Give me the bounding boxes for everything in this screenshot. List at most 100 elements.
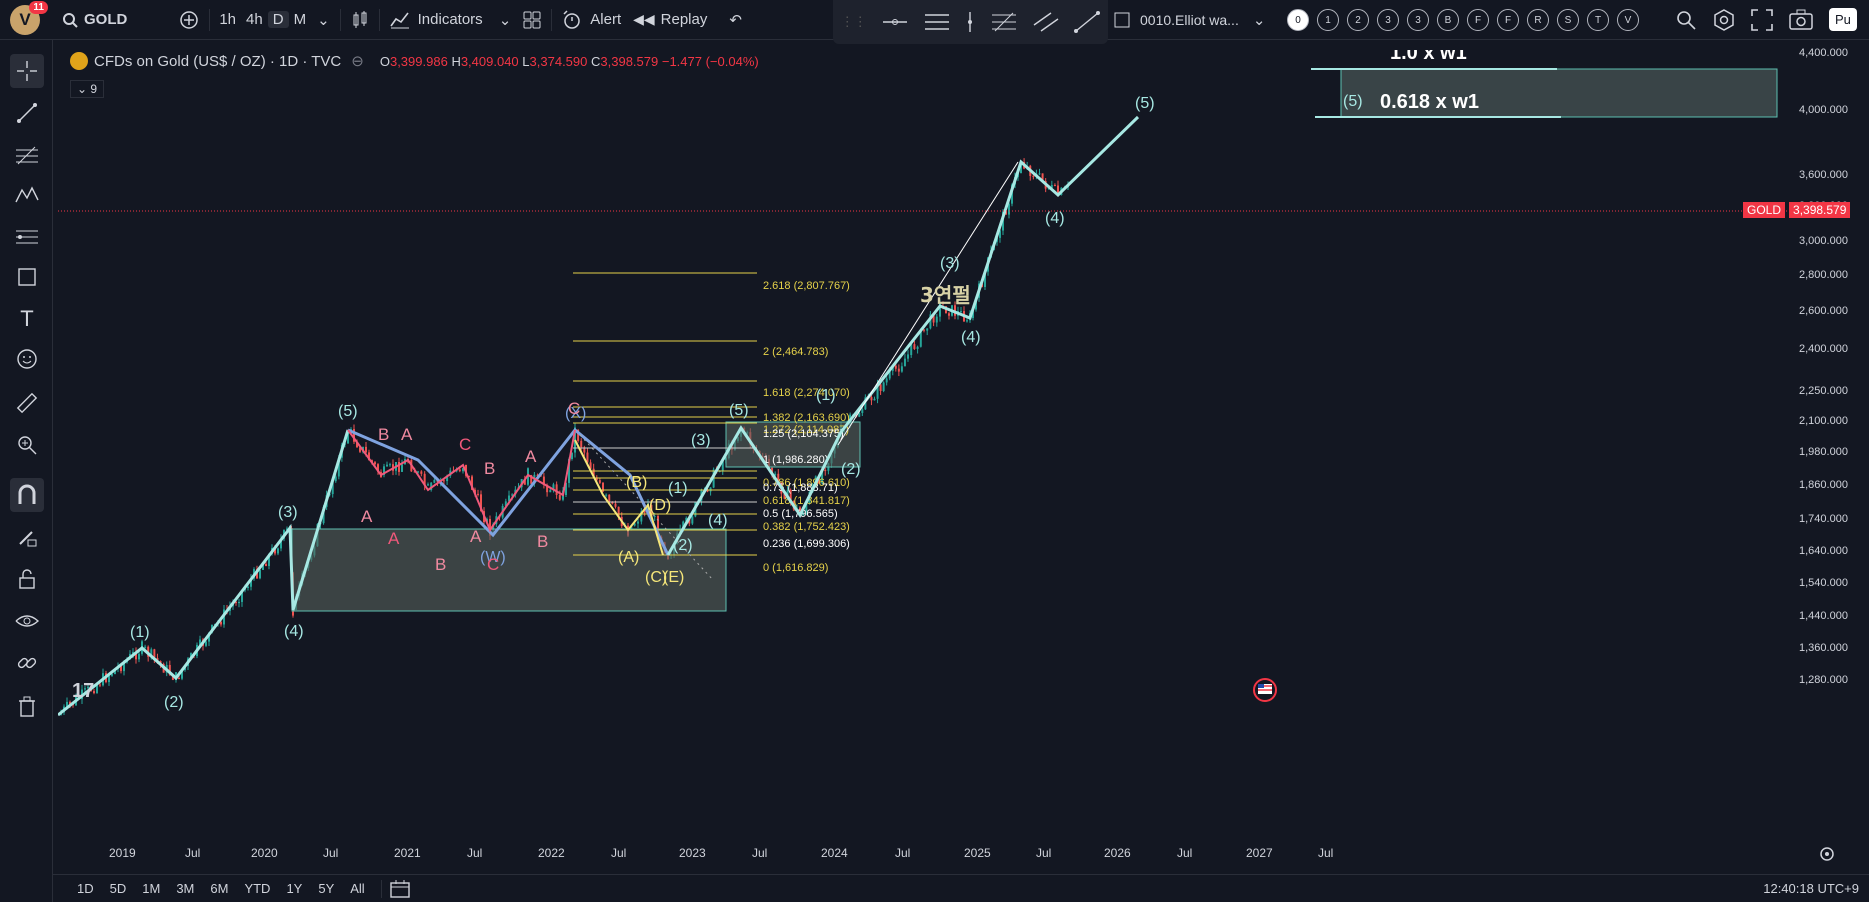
- timeframe-d[interactable]: D: [267, 11, 289, 28]
- layout-slot-1[interactable]: 1: [1317, 9, 1339, 31]
- alert-button[interactable]: Alert: [556, 0, 627, 40]
- zoom-tool[interactable]: [10, 428, 44, 462]
- symbol-search[interactable]: GOLD: [56, 0, 133, 40]
- parallel-channel-icon[interactable]: [1033, 11, 1059, 33]
- user-avatar[interactable]: V 11: [10, 0, 48, 35]
- candle-body: [903, 358, 906, 367]
- range-ytd[interactable]: YTD: [244, 881, 271, 896]
- undo-button[interactable]: ↶: [723, 0, 748, 40]
- notification-badge[interactable]: 11: [29, 0, 48, 14]
- correction-subwave-line[interactable]: [347, 429, 576, 533]
- correction-wave-line[interactable]: [347, 427, 670, 556]
- economic-event-flag-icon[interactable]: [1253, 678, 1277, 702]
- candle-body: [536, 474, 539, 476]
- range-5y[interactable]: 5Y: [318, 881, 335, 896]
- candle-body: [220, 621, 222, 625]
- hide-legend-icon[interactable]: ⊖: [351, 53, 364, 70]
- stay-drawing-tool[interactable]: [10, 520, 44, 554]
- main-wave-line[interactable]: [666, 115, 1140, 556]
- fullscreen-icon[interactable]: [1751, 8, 1773, 31]
- parallel-lines-icon[interactable]: [924, 12, 950, 32]
- crosshair-tool[interactable]: [10, 54, 44, 88]
- triangle-wave-line[interactable]: [574, 439, 664, 556]
- axis-settings-icon[interactable]: [1818, 845, 1836, 863]
- pattern-tool[interactable]: [10, 178, 44, 212]
- layout-slot-b[interactable]: B: [1437, 9, 1459, 31]
- layout-slot-3b[interactable]: 3: [1407, 9, 1429, 31]
- chart-title[interactable]: CFDs on Gold (US$ / OZ) · 1D · TVC: [94, 52, 342, 70]
- fib-extension[interactable]: [573, 272, 757, 556]
- chart-type-button[interactable]: [345, 0, 375, 40]
- drawing-favorites-strip: ⋮⋮: [833, 0, 1108, 44]
- vertical-line-icon[interactable]: [965, 11, 975, 33]
- drag-handle-icon[interactable]: ⋮⋮: [840, 14, 867, 29]
- layout-slot-s[interactable]: S: [1557, 9, 1579, 31]
- replay-button[interactable]: ◀◀ Replay: [627, 0, 713, 40]
- publish-button[interactable]: Pu: [1829, 8, 1857, 31]
- candle-body: [66, 701, 68, 707]
- target-box[interactable]: [1340, 68, 1778, 118]
- impulse-wave-line[interactable]: [58, 429, 350, 717]
- candle-body: [1057, 185, 1059, 196]
- fib-label: 1.272 (2,114.087): [763, 424, 849, 436]
- shapes-tool[interactable]: [10, 260, 44, 294]
- dotted-channel-line: [579, 434, 714, 581]
- range-6m[interactable]: 6M: [210, 881, 229, 896]
- timeframe-dropdown[interactable]: ⌄: [317, 11, 330, 29]
- indicator-toggle[interactable]: ⌄ 9: [70, 80, 105, 98]
- calendar-icon[interactable]: [390, 879, 412, 899]
- indicators-button[interactable]: Indicators ⌄: [384, 0, 518, 40]
- layout-selector[interactable]: 0010.Elliot wa... ⌄: [1108, 0, 1271, 40]
- fib-label: 0.382 (1,752.423): [763, 521, 850, 533]
- fib-tool[interactable]: [10, 138, 44, 172]
- price-chart[interactable]: 2.618 (2,807.767) 2 (2,464.783) 1.618 (2…: [58, 50, 1793, 840]
- settings-icon[interactable]: [1713, 8, 1735, 31]
- layout-slot-3[interactable]: 3: [1377, 9, 1399, 31]
- chevron-down-icon[interactable]: ⌄: [1252, 11, 1266, 29]
- emoji-tool[interactable]: [10, 342, 44, 376]
- range-box[interactable]: [291, 528, 727, 612]
- price-axis[interactable]: 4,400.0004,000.0003,600.0003,200.0003,00…: [1793, 40, 1869, 840]
- measure-tool[interactable]: [10, 386, 44, 420]
- timeframe-m[interactable]: M: [293, 11, 307, 28]
- timeframe-4h[interactable]: 4h: [246, 11, 263, 28]
- remove-tool[interactable]: [10, 690, 44, 724]
- layout-slot-f2[interactable]: F: [1497, 9, 1519, 31]
- compare-add-button[interactable]: [173, 0, 205, 40]
- trend-line-tool[interactable]: [10, 96, 44, 130]
- fib-retracement-icon[interactable]: [991, 11, 1017, 33]
- clock[interactable]: 12:40:18 UTC+9: [1763, 881, 1859, 896]
- forecast-tool[interactable]: [10, 220, 44, 254]
- camera-icon[interactable]: [1789, 9, 1813, 31]
- candle-body: [265, 563, 267, 567]
- range-box-small[interactable]: [725, 421, 861, 468]
- range-all[interactable]: All: [350, 881, 365, 896]
- chevron-down-icon[interactable]: ⌄: [498, 11, 512, 29]
- candle-body: [549, 490, 552, 493]
- wave-label: (2): [673, 537, 693, 554]
- candle-body: [598, 480, 601, 483]
- layout-slot-2[interactable]: 2: [1347, 9, 1369, 31]
- wave-label: (4): [284, 623, 304, 640]
- templates-button[interactable]: [517, 0, 547, 40]
- timeframe-1h[interactable]: 1h: [219, 11, 237, 28]
- layout-slot-t[interactable]: T: [1587, 9, 1609, 31]
- range-1d[interactable]: 1D: [77, 881, 94, 896]
- time-axis[interactable]: 2019 Jul 2020 Jul 2021 Jul 2022 Jul 2023 Jul 2024 J…: [58, 840, 1793, 866]
- range-1y[interactable]: 1Y: [286, 881, 303, 896]
- quick-search-icon[interactable]: [1675, 9, 1697, 31]
- layout-slot-0[interactable]: 0: [1287, 9, 1309, 31]
- magnet-tool[interactable]: [10, 478, 44, 512]
- text-tool[interactable]: T: [10, 302, 44, 336]
- horizontal-ray-icon[interactable]: [882, 15, 908, 29]
- link-tool[interactable]: [10, 646, 44, 680]
- layout-slot-v[interactable]: V: [1617, 9, 1639, 31]
- layout-slot-f[interactable]: F: [1467, 9, 1489, 31]
- range-1m[interactable]: 1M: [142, 881, 161, 896]
- layout-slot-r[interactable]: R: [1527, 9, 1549, 31]
- lock-tool[interactable]: [10, 562, 44, 596]
- range-3m[interactable]: 3M: [176, 881, 195, 896]
- hide-tool[interactable]: [10, 604, 44, 638]
- trend-line-icon[interactable]: [1074, 11, 1101, 33]
- range-5d[interactable]: 5D: [109, 881, 127, 896]
